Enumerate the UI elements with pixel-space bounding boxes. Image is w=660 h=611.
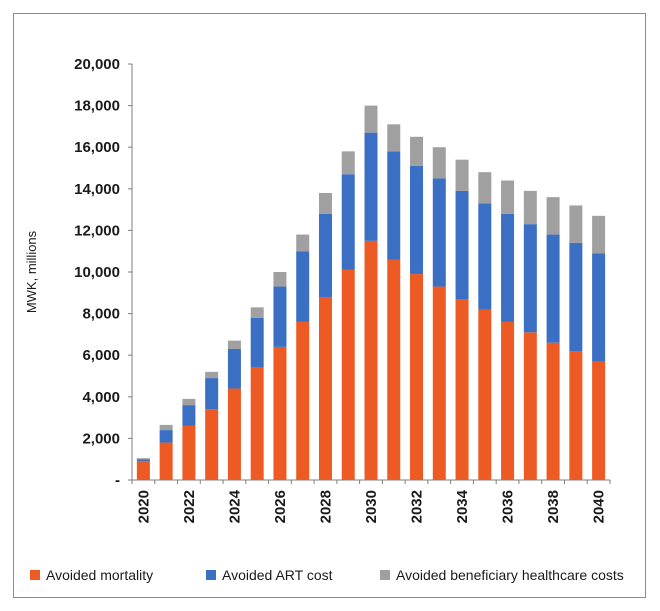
legend-swatch bbox=[30, 570, 40, 580]
bar-art-cost-2037 bbox=[523, 224, 537, 333]
bar-art-cost-2020 bbox=[136, 459, 150, 462]
bar-art-cost-2036 bbox=[501, 213, 515, 322]
bar-healthcare-costs-2031 bbox=[387, 124, 401, 152]
bar-mortality-2030 bbox=[364, 240, 378, 480]
legend-label: Avoided mortality bbox=[46, 567, 153, 583]
bar-healthcare-costs-2030 bbox=[364, 105, 378, 133]
bar-mortality-2021 bbox=[159, 442, 173, 480]
y-tick-label: 8,000 bbox=[82, 306, 120, 323]
bar-mortality-2038 bbox=[546, 342, 560, 480]
bar-healthcare-costs-2023 bbox=[205, 371, 219, 379]
bar-art-cost-2040 bbox=[592, 253, 606, 362]
bar-mortality-2034 bbox=[455, 299, 469, 480]
y-tick-labels: - 2,000 4,000 6,000 8,000 10,000 12,000 14,000 1… bbox=[74, 56, 120, 489]
x-tick-label: 2026 bbox=[272, 490, 289, 523]
y-tick-label: 2,000 bbox=[82, 430, 120, 447]
legend-label: Avoided ART cost bbox=[222, 567, 333, 583]
bar-healthcare-costs-2032 bbox=[410, 136, 424, 166]
y-axis-title: MWK, millions bbox=[24, 230, 39, 313]
y-tick-label: 12,000 bbox=[74, 222, 120, 239]
bar-art-cost-2038 bbox=[546, 234, 560, 343]
bar-art-cost-2023 bbox=[205, 378, 219, 410]
legend: Avoided mortality Avoided ART cost Avoided… bbox=[30, 567, 624, 583]
x-tick-label: 2020 bbox=[135, 490, 152, 523]
bar-art-cost-2031 bbox=[387, 151, 401, 260]
bar-mortality-2022 bbox=[182, 425, 196, 480]
bar-art-cost-2027 bbox=[296, 251, 310, 322]
bar-healthcare-costs-2038 bbox=[546, 197, 560, 235]
bar-mortality-2039 bbox=[569, 351, 583, 480]
bar-art-cost-2035 bbox=[478, 203, 492, 310]
bar-mortality-2036 bbox=[501, 321, 515, 480]
bars bbox=[136, 105, 606, 480]
bar-healthcare-costs-2024 bbox=[227, 340, 241, 349]
bar-mortality-2026 bbox=[273, 346, 287, 480]
bar-healthcare-costs-2029 bbox=[341, 151, 355, 175]
bar-art-cost-2024 bbox=[227, 348, 241, 389]
bar-healthcare-costs-2037 bbox=[523, 190, 537, 225]
y-tick-label: 20,000 bbox=[74, 56, 120, 73]
x-tick-label: 2038 bbox=[545, 490, 562, 523]
x-tick-label: 2024 bbox=[226, 489, 243, 523]
y-tick-label: 18,000 bbox=[74, 98, 120, 115]
x-tick-label: 2022 bbox=[181, 490, 198, 523]
legend-swatch bbox=[380, 570, 390, 580]
bar-art-cost-2021 bbox=[159, 430, 173, 443]
y-tick-label: 10,000 bbox=[74, 264, 120, 281]
bar-healthcare-costs-2021 bbox=[159, 424, 173, 431]
x-tick-label: 2036 bbox=[500, 490, 517, 523]
y-tick-label: 4,000 bbox=[82, 389, 120, 406]
bar-mortality-2020 bbox=[136, 461, 150, 480]
bar-mortality-2035 bbox=[478, 309, 492, 480]
bar-mortality-2024 bbox=[227, 388, 241, 480]
bar-mortality-2028 bbox=[318, 296, 332, 480]
legend-swatch bbox=[206, 570, 216, 580]
x-tick-label: 2040 bbox=[591, 490, 608, 523]
x-tick-label: 2034 bbox=[454, 489, 471, 523]
y-tick-label: 16,000 bbox=[74, 139, 120, 156]
bar-healthcare-costs-2022 bbox=[182, 398, 196, 406]
bar-healthcare-costs-2039 bbox=[569, 205, 583, 243]
bar-healthcare-costs-2020 bbox=[136, 458, 150, 460]
bar-art-cost-2025 bbox=[250, 317, 264, 368]
bar-mortality-2040 bbox=[592, 361, 606, 480]
x-tick-labels: 2020 2022 2024 2026 2028 2030 2032 2034 2036 2038… bbox=[135, 489, 607, 523]
legend-label: Avoided beneficiary healthcare costs bbox=[396, 567, 624, 583]
bar-art-cost-2033 bbox=[432, 178, 446, 287]
bar-mortality-2037 bbox=[523, 332, 537, 480]
bar-healthcare-costs-2028 bbox=[318, 192, 332, 214]
bar-art-cost-2029 bbox=[341, 174, 355, 270]
y-tick-label: 6,000 bbox=[82, 347, 120, 364]
y-tick-label: - bbox=[115, 472, 120, 489]
bar-art-cost-2022 bbox=[182, 405, 196, 426]
bar-healthcare-costs-2036 bbox=[501, 180, 515, 214]
bar-art-cost-2028 bbox=[318, 213, 332, 297]
x-tick-label: 2028 bbox=[317, 490, 334, 523]
bar-healthcare-costs-2034 bbox=[455, 159, 469, 191]
y-tick-label: 14,000 bbox=[74, 181, 120, 198]
bar-mortality-2032 bbox=[410, 274, 424, 480]
bar-mortality-2025 bbox=[250, 367, 264, 480]
bar-art-cost-2034 bbox=[455, 190, 469, 300]
bar-healthcare-costs-2033 bbox=[432, 147, 446, 179]
bar-mortality-2033 bbox=[432, 286, 446, 480]
bar-art-cost-2039 bbox=[569, 242, 583, 352]
x-tick-label: 2032 bbox=[409, 490, 426, 523]
bar-mortality-2027 bbox=[296, 321, 310, 480]
bar-mortality-2031 bbox=[387, 259, 401, 480]
bar-mortality-2029 bbox=[341, 269, 355, 480]
bar-mortality-2023 bbox=[205, 409, 219, 480]
bar-art-cost-2026 bbox=[273, 286, 287, 347]
bar-healthcare-costs-2040 bbox=[592, 215, 606, 254]
bar-art-cost-2030 bbox=[364, 132, 378, 241]
bar-healthcare-costs-2035 bbox=[478, 172, 492, 204]
bar-healthcare-costs-2027 bbox=[296, 234, 310, 252]
bar-healthcare-costs-2026 bbox=[273, 272, 287, 287]
x-tick-label: 2030 bbox=[363, 490, 380, 523]
bar-art-cost-2032 bbox=[410, 165, 424, 275]
bar-healthcare-costs-2025 bbox=[250, 307, 264, 318]
